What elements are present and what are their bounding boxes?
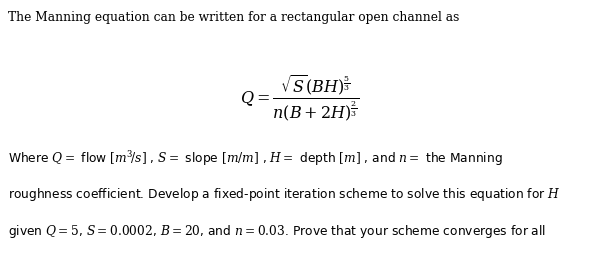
Text: roughness coefficient. Develop a fixed-point iteration scheme to solve this equa: roughness coefficient. Develop a fixed-p…: [8, 185, 560, 202]
Text: given $Q = 5$, $S = 0.0002$, $B = 20$, and $n = 0.03$. Prove that your scheme co: given $Q = 5$, $S = 0.0002$, $B = 20$, a…: [8, 222, 546, 239]
Text: The Manning equation can be written for a rectangular open channel as: The Manning equation can be written for …: [8, 11, 459, 24]
Text: Where $Q =$ flow $\left[m^3\!/s\right]$ , $S =$ slope $\left[m/m\right]$ , $H =$: Where $Q =$ flow $\left[m^3\!/s\right]$ …: [8, 149, 503, 167]
Text: $Q = \dfrac{\sqrt{S}(BH)^{\frac{5}{3}}}{n(B + 2H)^{\frac{2}{3}}}$: $Q = \dfrac{\sqrt{S}(BH)^{\frac{5}{3}}}{…: [240, 73, 360, 122]
